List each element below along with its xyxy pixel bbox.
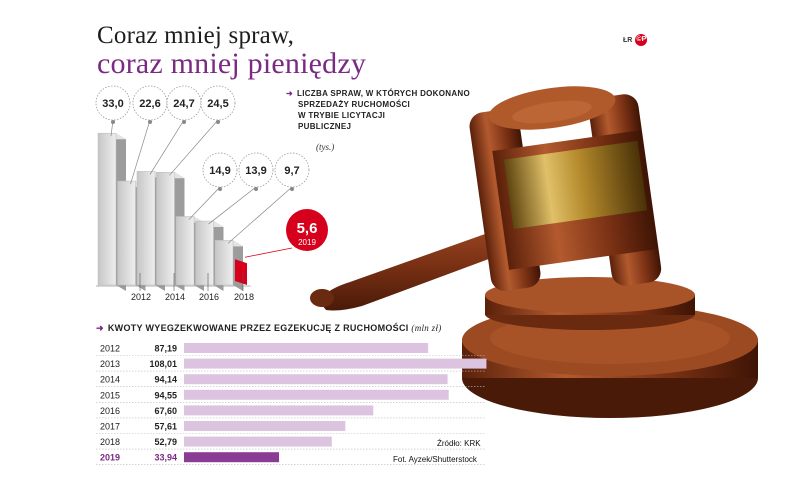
cases-bar-highlight bbox=[235, 259, 247, 285]
publisher-badge: ©P bbox=[635, 34, 648, 46]
cases-leader-dot bbox=[290, 187, 294, 191]
amounts-label-text: Kwoty wyegzekwowane przez egzekucję z ru… bbox=[107, 323, 409, 333]
amounts-value-label: 67,60 bbox=[154, 406, 177, 416]
source-note: Źródło: KRK bbox=[437, 439, 481, 448]
amounts-bar bbox=[184, 436, 332, 447]
amounts-year-label: 2014 bbox=[100, 375, 120, 385]
cases-bar bbox=[214, 240, 234, 286]
cases-year-label: 2014 bbox=[165, 292, 185, 302]
cases-leader-line bbox=[208, 186, 257, 225]
cases-bar bbox=[195, 220, 214, 286]
cases-unit: (tys.) bbox=[316, 142, 335, 152]
cases-leader-dot bbox=[216, 120, 220, 124]
amounts-bar-chart: 2012 87,19 2013 108,01 2014 94,14 2015 94,55 201… bbox=[96, 343, 487, 466]
cases-leader-dot bbox=[218, 187, 222, 191]
cases-leader-line bbox=[149, 119, 185, 175]
amounts-value-label: 57,61 bbox=[154, 422, 177, 432]
cases-value-circle bbox=[200, 85, 236, 121]
cases-leader-line bbox=[188, 186, 221, 220]
amounts-unit: (mln zł) bbox=[411, 323, 442, 333]
amounts-bar bbox=[184, 421, 346, 431]
amounts-year-label: 2016 bbox=[100, 406, 120, 416]
cases-leader-dot bbox=[148, 120, 152, 124]
cases-leader-dot bbox=[182, 120, 186, 124]
amounts-year-label: 2015 bbox=[100, 390, 120, 400]
cases-value-circle bbox=[238, 152, 274, 188]
cases-leader-line bbox=[130, 119, 151, 185]
cases-label-line2: sprzedaży ruchomości bbox=[298, 100, 411, 109]
cases-chart-label: ➜ Liczba spraw, w których dokonano sprzed… bbox=[286, 89, 471, 131]
cases-value-circle bbox=[274, 152, 310, 188]
amounts-bar bbox=[184, 358, 487, 369]
cases-year-label: 2018 bbox=[234, 292, 254, 302]
cases-leader-line bbox=[169, 119, 219, 176]
cases-leader-dot bbox=[254, 187, 258, 191]
photo-credit: Fot. Ayzek/Shutterstock bbox=[393, 455, 477, 464]
amounts-bar bbox=[184, 452, 280, 463]
amounts-value-label: 108,01 bbox=[149, 359, 177, 369]
amounts-value-label: 33,94 bbox=[154, 453, 177, 463]
cases-year-label: 2012 bbox=[131, 292, 151, 302]
chart-title-line2: coraz mniej pieniędzy bbox=[97, 47, 367, 80]
cases-value-circle bbox=[95, 85, 131, 121]
cases-bar bbox=[175, 216, 195, 286]
cases-label-line3: w trybie licytacji bbox=[298, 111, 386, 120]
amounts-value-label: 87,19 bbox=[154, 344, 177, 354]
amounts-year-label: 2018 bbox=[100, 437, 120, 447]
cases-bar bbox=[136, 171, 156, 286]
cases-value-label: 13,9 bbox=[245, 165, 266, 177]
cases-value-label: 24,5 bbox=[207, 98, 228, 110]
cases-value-label: 14,9 bbox=[209, 165, 230, 177]
amounts-year-label: 2012 bbox=[100, 344, 120, 354]
amounts-chart-label: ➜ Kwoty wyegzekwowane przez egzekucję z r… bbox=[96, 323, 442, 333]
cases-value-label: 5,6 bbox=[297, 220, 318, 237]
cases-leader-dot bbox=[111, 120, 115, 124]
amounts-bar bbox=[184, 405, 374, 416]
amounts-value-label: 94,14 bbox=[154, 375, 177, 385]
cases-value-label: 9,7 bbox=[284, 165, 299, 177]
publisher-logo: ŁR ©P bbox=[623, 34, 648, 46]
cases-value-label: 22,6 bbox=[139, 98, 160, 110]
cases-value-circle bbox=[202, 152, 238, 188]
gavel-illustration bbox=[310, 86, 758, 418]
amounts-year-label: 2017 bbox=[100, 422, 120, 432]
cases-leader-line bbox=[227, 186, 293, 244]
cases-year-label: 2016 bbox=[199, 292, 219, 302]
amounts-value-label: 52,79 bbox=[154, 437, 177, 447]
amounts-year-label: 2013 bbox=[100, 359, 120, 369]
cases-value-label: 24,7 bbox=[173, 98, 194, 110]
cases-bar bbox=[156, 172, 175, 286]
amounts-year-label: 2019 bbox=[100, 453, 120, 463]
amounts-value-label: 94,55 bbox=[154, 390, 177, 400]
cases-label-line1: Liczba spraw, w których dokonano bbox=[297, 89, 471, 98]
cases-highlight-year: 2019 bbox=[298, 238, 316, 247]
chart-title-line1: Coraz mniej spraw, bbox=[97, 22, 295, 49]
cases-value-label: 33,0 bbox=[102, 98, 123, 110]
author-initials: ŁR bbox=[623, 36, 633, 44]
amounts-bar bbox=[184, 343, 429, 353]
amounts-bar bbox=[184, 374, 448, 385]
cases-leader-line bbox=[244, 247, 293, 258]
cases-highlight-circle bbox=[286, 209, 328, 251]
cases-label-line4: publicznej bbox=[298, 122, 352, 131]
amounts-bar bbox=[184, 389, 449, 400]
cases-bar bbox=[97, 132, 117, 286]
cases-bar bbox=[117, 180, 136, 286]
